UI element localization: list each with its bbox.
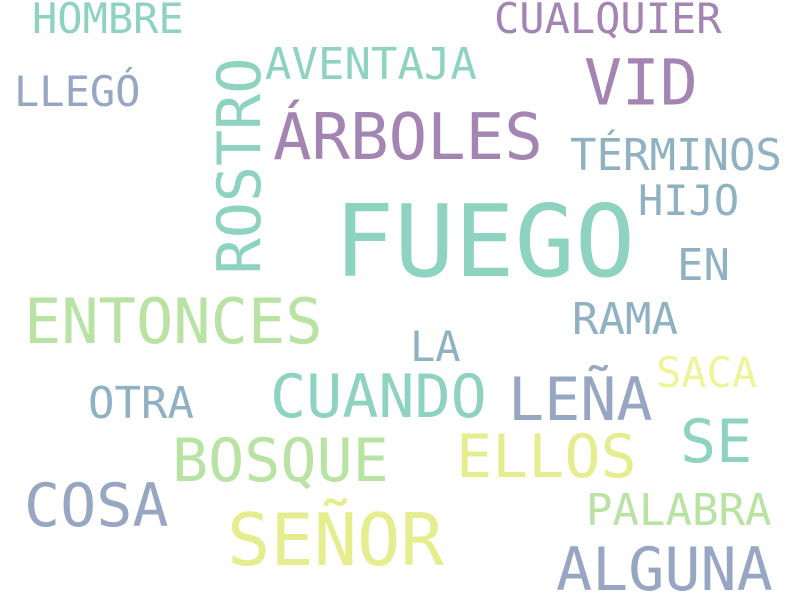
word-la: LA: [410, 322, 461, 371]
word-cuando: CUANDO: [270, 362, 487, 432]
word-lena: LEÑA: [508, 365, 653, 435]
word-palabra: PALABRA: [586, 485, 772, 536]
word-saca: SACA: [656, 348, 758, 397]
word-entonces: ENTONCES: [24, 285, 323, 358]
word-ellos: ELLOS: [456, 422, 637, 492]
word-alguna: ALGUNA: [556, 535, 773, 600]
word-en: EN: [677, 240, 730, 291]
word-hombre: HOMBRE: [32, 0, 184, 43]
word-cualquier: CUALQUIER: [494, 0, 722, 43]
word-hijo: HIJO: [638, 176, 740, 225]
word-senor: SEÑOR: [227, 498, 444, 582]
word-terminos: TÉRMINOS: [570, 130, 782, 181]
word-bosque: BOSQUE: [172, 426, 389, 496]
word-rama: RAMA: [572, 294, 678, 345]
word-cosa: COSA: [24, 471, 169, 541]
word-aventaja: AVENTAJA: [265, 39, 477, 90]
word-arboles: ÁRBOLES: [273, 101, 543, 175]
word-se: SE: [680, 407, 753, 477]
word-llego: LLEGÓ: [14, 67, 141, 116]
word-otra: OTRA: [88, 378, 194, 429]
word-fuego: FUEGO: [334, 183, 636, 300]
word-vid: VID: [584, 46, 698, 120]
word-rostro: ROSTRO: [205, 57, 275, 275]
